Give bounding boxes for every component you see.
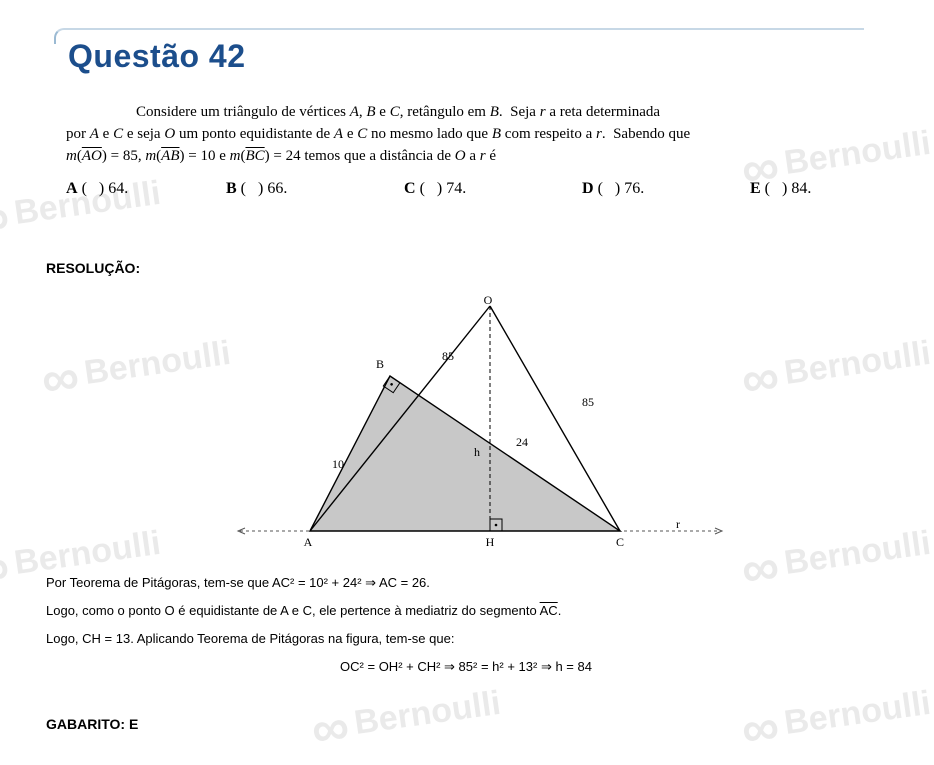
options-row: A( )64. B( )66. C( )74. D( )76. E( )84. bbox=[66, 180, 896, 198]
svg-text:r: r bbox=[676, 517, 680, 531]
svg-text:C: C bbox=[616, 535, 624, 549]
watermark: ∞Bernoulli bbox=[0, 157, 164, 243]
solution-line-1: Por Teorema de Pitágoras, tem-se que AC²… bbox=[46, 572, 886, 594]
watermark: ∞Bernoulli bbox=[307, 667, 504, 753]
option-b: B( )66. bbox=[226, 180, 404, 198]
svg-text:10: 10 bbox=[332, 457, 344, 471]
svg-text:85: 85 bbox=[582, 395, 594, 409]
option-e: E( )84. bbox=[750, 180, 811, 198]
svg-text:h: h bbox=[474, 445, 480, 459]
solution-eq-2: OC² = OH² + CH² ⇒ 85² = h² + 13² ⇒ h = 8… bbox=[46, 656, 886, 678]
option-d: D( )76. bbox=[582, 180, 750, 198]
page: ∞Bernoulli ∞Bernoulli ∞Bernoulli ∞Bernou… bbox=[0, 0, 934, 765]
problem-statement: Considere um triângulo de vértices A, B … bbox=[66, 102, 878, 167]
solution-line-3: Logo, CH = 13. Aplicando Teorema de Pitá… bbox=[46, 628, 886, 650]
resolucao-label: RESOLUÇÃO: bbox=[46, 260, 140, 276]
solution-line-2: Logo, como o ponto O é equidistante de A… bbox=[46, 600, 886, 622]
option-a: A( )64. bbox=[66, 180, 226, 198]
svg-text:B: B bbox=[376, 357, 384, 371]
question-title: Questão 42 bbox=[68, 38, 246, 75]
svg-text:24: 24 bbox=[516, 435, 528, 449]
option-c: C( )74. bbox=[404, 180, 582, 198]
watermark: ∞Bernoulli bbox=[737, 667, 934, 753]
watermark: ∞Bernoulli bbox=[37, 317, 234, 403]
svg-text:85: 85 bbox=[442, 349, 454, 363]
svg-text:A: A bbox=[304, 535, 313, 549]
watermark: ∞Bernoulli bbox=[737, 317, 934, 403]
gabarito-label: GABARITO: E bbox=[46, 716, 138, 732]
svg-text:O: O bbox=[484, 296, 493, 307]
triangle-diagram: O B A H C r 10 85 24 85 h bbox=[230, 296, 730, 556]
svg-text:H: H bbox=[486, 535, 495, 549]
